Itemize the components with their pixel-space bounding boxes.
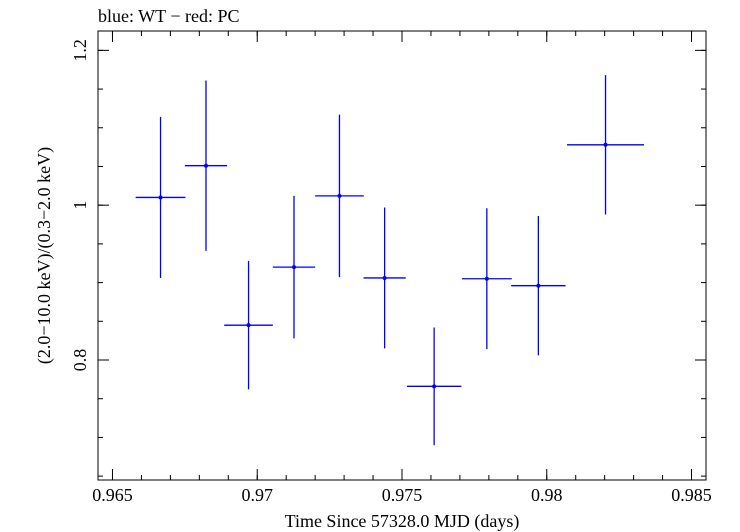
x-tick-label: 0.965 [92, 485, 133, 505]
data-marker [158, 195, 163, 200]
data-point-5 [315, 114, 364, 278]
plot-frame [97, 30, 707, 481]
chart-title: blue: WT − red: PC [98, 6, 239, 26]
x-tick-label: 0.985 [671, 485, 712, 505]
y-tick-label: 0.8 [70, 349, 90, 372]
data-point-8 [461, 208, 512, 350]
y-tick-label: 1.2 [70, 39, 90, 62]
data-point-7 [406, 327, 462, 446]
data-marker [432, 384, 437, 389]
data-series-layer [135, 75, 645, 446]
x-tick-label: 0.98 [531, 485, 563, 505]
data-marker [382, 275, 387, 280]
y-tick-label: 1 [70, 201, 90, 210]
axis-tick-labels: 0.965 0.97 0.975 0.98 0.985 0.8 1 1.2 [70, 39, 712, 505]
data-point-1 [135, 116, 186, 278]
x-tick-label: 0.975 [382, 485, 423, 505]
data-point-9 [511, 216, 566, 356]
data-point-6 [363, 207, 406, 349]
data-marker [292, 265, 297, 270]
data-marker [246, 323, 251, 328]
x-axis-label: Time Since 57328.0 MJD (days) [285, 511, 520, 532]
series-wt [135, 75, 645, 446]
axis-ticks [98, 31, 706, 480]
y-axis-label: (2.0−10.0 keV)/(0.3−2.0 keV) [34, 147, 55, 364]
data-marker [536, 283, 541, 288]
data-marker [337, 193, 342, 198]
data-marker [484, 276, 489, 281]
x-tick-label: 0.97 [241, 485, 273, 505]
data-point-2 [184, 80, 228, 251]
data-point-4 [272, 195, 316, 339]
data-marker [203, 163, 208, 168]
data-marker [603, 142, 608, 147]
data-point-3 [224, 260, 273, 390]
data-point-10 [567, 75, 645, 215]
